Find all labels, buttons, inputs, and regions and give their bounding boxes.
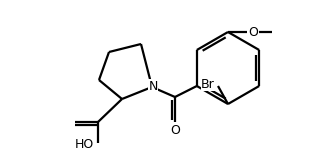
Text: HO: HO <box>74 138 94 151</box>
Text: O: O <box>248 25 258 38</box>
Text: Br: Br <box>201 78 215 90</box>
Text: O: O <box>170 125 180 138</box>
Text: N: N <box>148 79 158 92</box>
